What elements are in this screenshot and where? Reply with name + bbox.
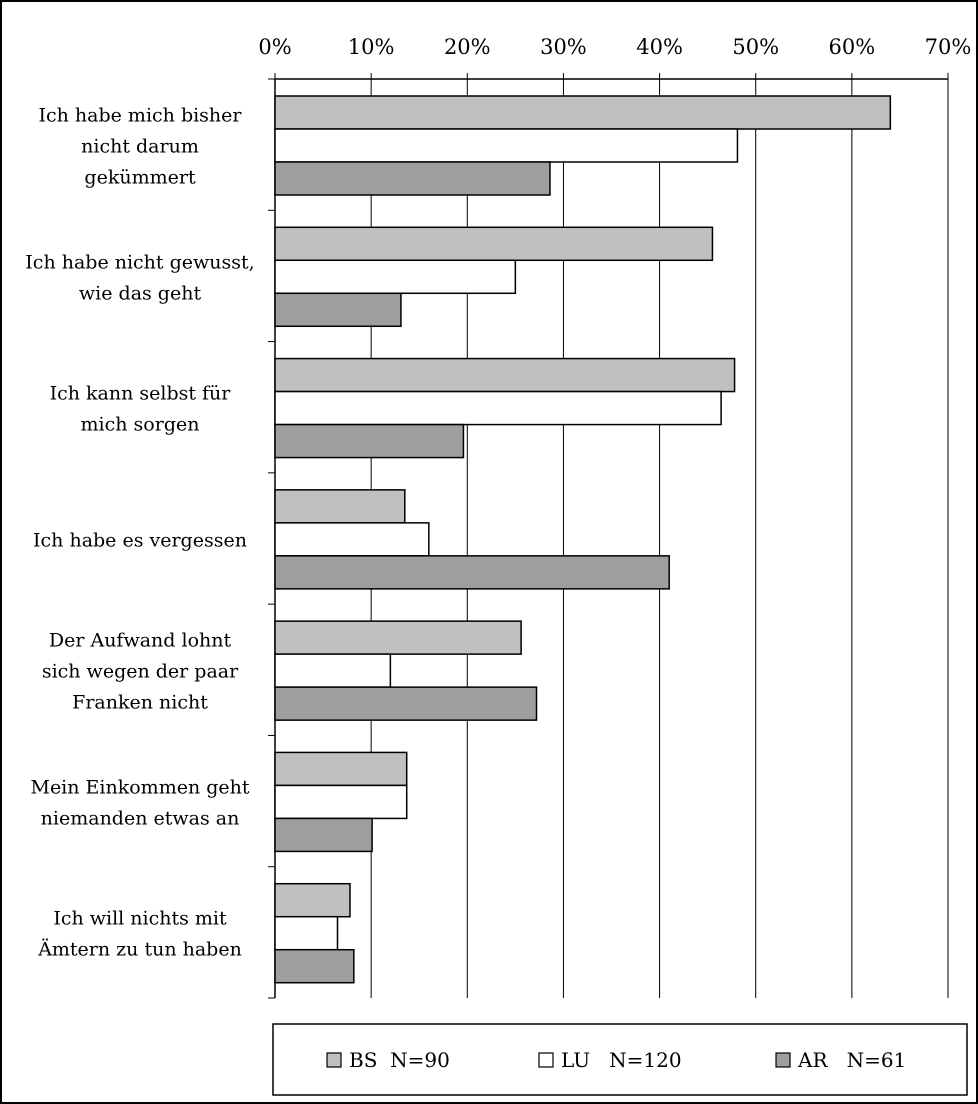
category-label: sich wegen der paar (42, 661, 239, 683)
category-label: gekümmert (84, 167, 196, 189)
bar-bs (274, 751, 408, 787)
category-label: niemanden etwas an (41, 807, 240, 829)
bar-ar (274, 817, 373, 853)
x-tick-label: 60% (829, 35, 876, 59)
bar-bs (274, 620, 522, 655)
legend-label: LU N=120 (561, 1048, 682, 1072)
category-label: nicht darum (81, 136, 199, 158)
bar-lu (274, 522, 430, 557)
category-label: Ich kann selbst für (50, 383, 232, 405)
x-tick-label: 0% (258, 35, 291, 59)
bar-ar (274, 423, 465, 459)
legend-swatch (326, 1052, 342, 1068)
bar-bs (274, 357, 736, 393)
bar-bs (274, 226, 714, 262)
category-label: Franken nicht (72, 692, 208, 714)
category-label: wie das geht (79, 282, 202, 304)
bar-lu (274, 390, 722, 426)
legend-label: AR N=61 (797, 1048, 906, 1072)
bar-ar (274, 948, 355, 984)
bar-ar (274, 292, 402, 328)
category-label: Ich will nichts mit (53, 908, 227, 930)
legend-box (272, 1023, 968, 1096)
x-tick-label: 10% (348, 35, 395, 59)
bar-lu (274, 259, 517, 295)
category-label: Ich habe es vergessen (33, 529, 247, 551)
bar-lu (274, 915, 339, 951)
bar-bs (274, 95, 892, 130)
bar-ar (274, 161, 551, 196)
x-tick-label: 50% (732, 35, 779, 59)
bar-lu (274, 653, 392, 688)
category-label: Ich habe nicht gewusst, (25, 251, 254, 273)
bar-lu (274, 128, 739, 163)
category-label: Ämtern zu tun haben (37, 938, 242, 961)
legend-swatch (538, 1052, 554, 1068)
legend-label: BS N=90 (349, 1048, 450, 1072)
x-tick-label: 40% (636, 35, 683, 59)
bar-lu (274, 784, 408, 820)
category-label: Der Aufwand lohnt (49, 630, 232, 652)
legend-swatch (775, 1052, 791, 1068)
bar-bs (274, 882, 351, 918)
bar-bs (274, 489, 406, 524)
x-tick-label: 20% (444, 35, 491, 59)
x-tick-label: 70% (925, 35, 972, 59)
category-label: Ich habe mich bisher (39, 105, 243, 127)
bar-ar (274, 686, 538, 721)
category-label: mich sorgen (81, 414, 200, 436)
x-tick-label: 30% (540, 35, 587, 59)
category-label: Mein Einkommen geht (30, 776, 249, 798)
bar-ar (274, 555, 670, 590)
